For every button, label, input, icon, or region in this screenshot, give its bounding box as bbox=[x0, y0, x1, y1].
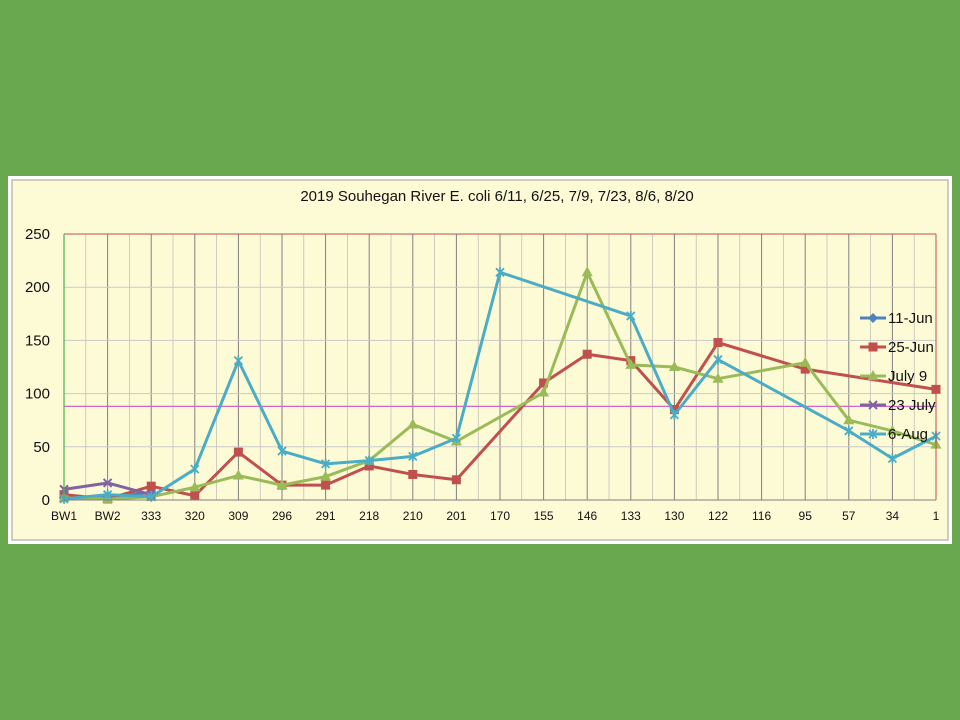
x-tick-label: 201 bbox=[446, 509, 466, 523]
data-point-marker bbox=[146, 481, 156, 491]
data-point-marker bbox=[321, 480, 331, 490]
data-point-marker bbox=[189, 481, 201, 492]
data-point-marker bbox=[277, 446, 287, 457]
data-point-marker bbox=[232, 469, 244, 480]
data-point-marker bbox=[451, 433, 462, 444]
x-tick-label: 146 bbox=[577, 509, 597, 523]
series-layer bbox=[58, 266, 942, 504]
data-point-marker bbox=[844, 425, 854, 436]
data-point-marker bbox=[320, 470, 332, 481]
x-tick-label: 155 bbox=[534, 509, 554, 523]
y-tick-label: 50 bbox=[33, 439, 50, 456]
y-tick-label: 200 bbox=[25, 279, 50, 296]
x-tick-label: 133 bbox=[621, 509, 641, 523]
data-point-marker bbox=[276, 479, 288, 490]
y-tick-label: 100 bbox=[25, 386, 50, 403]
data-point-marker bbox=[320, 458, 331, 469]
data-point-marker bbox=[233, 355, 244, 366]
x-tick-label: 291 bbox=[316, 509, 336, 523]
data-point-marker bbox=[190, 464, 200, 475]
data-point-marker bbox=[581, 266, 593, 277]
legend-item: 23 July bbox=[860, 397, 936, 414]
x-tick-label: 333 bbox=[141, 509, 161, 523]
data-point-marker bbox=[364, 461, 374, 471]
data-point-marker bbox=[843, 414, 855, 425]
data-point-marker bbox=[102, 489, 113, 500]
data-point-marker bbox=[868, 400, 878, 410]
data-point-marker bbox=[233, 447, 243, 457]
data-point-marker bbox=[712, 372, 724, 383]
chart-svg: 2019 Souhegan River E. coli 6/11, 6/25, … bbox=[11, 179, 949, 541]
data-point-marker bbox=[582, 349, 592, 359]
legend: 11-Jun 25-Jun July 9 23 July 6-Aug bbox=[860, 310, 936, 443]
x-tick-label: 116 bbox=[752, 509, 771, 523]
legend-label: 25-Jun bbox=[888, 339, 934, 356]
data-point-marker bbox=[886, 424, 898, 435]
data-point-marker bbox=[102, 478, 113, 488]
x-tick-label: 170 bbox=[490, 509, 510, 523]
legend-label: 23 July bbox=[888, 397, 936, 414]
legend-label: 11-Jun bbox=[888, 310, 933, 327]
x-tick-label: 130 bbox=[664, 509, 684, 523]
data-point-marker bbox=[495, 267, 505, 278]
data-point-marker bbox=[669, 405, 679, 415]
y-tick-label: 0 bbox=[42, 492, 50, 509]
data-point-marker bbox=[538, 386, 550, 397]
legend-label: 6-Aug bbox=[888, 426, 928, 443]
chart-frame: 2019 Souhegan River E. coli 6/11, 6/25, … bbox=[8, 176, 952, 544]
x-tick-label: 296 bbox=[272, 509, 292, 523]
x-tick-label: 1 bbox=[933, 509, 940, 523]
legend-label: July 9 bbox=[888, 368, 927, 385]
x-tick-label: 218 bbox=[359, 509, 379, 523]
x-tick-label: BW2 bbox=[95, 509, 121, 523]
data-point-marker bbox=[190, 491, 200, 501]
data-point-marker bbox=[800, 364, 810, 374]
y-tick-label: 150 bbox=[25, 332, 50, 349]
chart-title: 2019 Souhegan River E. coli 6/11, 6/25, … bbox=[300, 188, 693, 205]
data-point-marker bbox=[799, 356, 811, 367]
series-6-aug bbox=[59, 267, 941, 504]
x-tick-label: 320 bbox=[185, 509, 205, 523]
data-point-marker bbox=[669, 409, 680, 420]
data-point-marker bbox=[668, 361, 680, 371]
data-point-marker bbox=[868, 342, 878, 352]
x-tick-label: 34 bbox=[886, 509, 900, 523]
data-point-marker bbox=[408, 469, 418, 479]
data-point-marker bbox=[625, 358, 637, 369]
legend-item: 11-Jun bbox=[860, 310, 933, 327]
data-point-marker bbox=[868, 429, 878, 439]
data-point-marker bbox=[364, 455, 374, 466]
data-point-marker bbox=[887, 453, 898, 464]
data-point-marker bbox=[407, 418, 419, 429]
x-tick-label: 309 bbox=[228, 509, 248, 523]
legend-item: July 9 bbox=[860, 368, 927, 385]
x-tick-label: 122 bbox=[708, 509, 728, 523]
legend-item: 25-Jun bbox=[860, 339, 934, 356]
x-tick-label: 95 bbox=[799, 509, 813, 523]
data-point-marker bbox=[713, 338, 723, 348]
legend-item: 6-Aug bbox=[860, 426, 928, 443]
x-tick-label: 57 bbox=[842, 509, 856, 523]
axis-layer: 0 50 100 150 200 250 BW1 BW2 333 320 309 296 291 218 2… bbox=[25, 226, 940, 523]
data-point-marker bbox=[867, 370, 879, 380]
x-tick-label: BW1 bbox=[51, 509, 77, 523]
y-tick-label: 250 bbox=[25, 226, 50, 243]
data-point-marker bbox=[868, 313, 878, 323]
data-point-marker bbox=[451, 475, 461, 485]
data-point-marker bbox=[539, 378, 549, 388]
data-point-marker bbox=[713, 354, 723, 365]
x-tick-label: 210 bbox=[403, 509, 423, 523]
data-point-marker bbox=[626, 310, 636, 321]
data-point-marker bbox=[408, 451, 418, 462]
